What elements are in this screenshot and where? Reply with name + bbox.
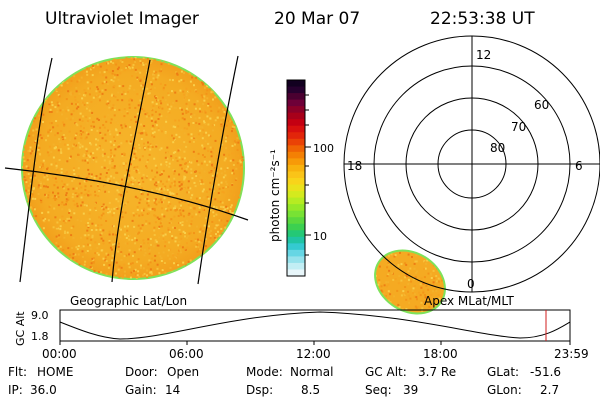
colorbar-tick-100: 100 (313, 142, 334, 155)
status-glat-value: -51.6 (530, 365, 561, 379)
polar-lat-80: 80 (490, 141, 505, 155)
status-dsp-value: 8.5 (301, 383, 320, 397)
colorbar-band (287, 145, 305, 153)
polar-lat-60: 60 (534, 98, 549, 112)
y-tick-1.8: 1.8 (31, 330, 49, 343)
apex-caption: Apex MLat/MLT (424, 294, 514, 308)
polar-mlt-18: 18 (347, 159, 362, 173)
status-gain-key: Gain: (125, 383, 157, 397)
auroral-oval (370, 246, 452, 320)
colorbar-band (287, 184, 305, 192)
colorbar-band (287, 197, 305, 205)
colorbar-unit-label: photon cm⁻²s⁻¹ (268, 149, 282, 242)
y-axis-label: GC Alt (14, 311, 27, 346)
status-mode-key: Mode: (246, 365, 283, 379)
colorbar-band (287, 204, 305, 212)
lat-lon-grid (4, 55, 249, 285)
colorbar-band (287, 132, 305, 140)
x-tick-1800: 18:00 (423, 347, 458, 361)
colorbar-band (287, 230, 305, 238)
colorbar-band (287, 164, 305, 173)
altitude-curve (59, 311, 571, 340)
instrument-title: Ultraviolet Imager (45, 9, 199, 29)
colorbar-band (287, 178, 305, 186)
polar-mlt-6: 6 (575, 159, 583, 173)
colorbar-tick-10: 10 (313, 230, 327, 243)
x-tick-0600: 06:00 (169, 347, 204, 361)
status-flt-value: HOME (37, 365, 73, 379)
status-dsp-key: Dsp: (246, 383, 273, 397)
status-mode-value: Normal (290, 365, 333, 379)
polar-mlt-12: 12 (476, 48, 491, 62)
time-label: 22:53:38 UT (430, 9, 535, 29)
colorbar-band (287, 119, 305, 127)
status-flt-key: Flt: (8, 365, 27, 379)
colorbar-band (287, 191, 305, 199)
colorbar-band (287, 217, 305, 225)
status-readout: Flt: HOME Door: Open Mode: Normal GC Alt… (8, 365, 561, 397)
colorbar-band (287, 112, 305, 120)
status-glon-key: GLon: (487, 383, 522, 397)
colorbar: 100 10 photon cm⁻²s⁻¹ (268, 79, 334, 277)
colorbar-band (287, 269, 305, 277)
x-tick-2359: 23:59 (554, 347, 589, 361)
geographic-caption: Geographic Lat/Lon (70, 294, 187, 308)
colorbar-band (287, 210, 305, 218)
colorbar-band (287, 249, 305, 257)
altitude-plot: GC Alt 9.0 1.8 00:00 06:00 12:00 18:00 2… (14, 309, 589, 361)
altitude-plot-frame (59, 309, 571, 342)
status-ip-value: 36.0 (30, 383, 57, 397)
status-glat-key: GLat: (487, 365, 519, 379)
status-gain-value: 14 (165, 383, 180, 397)
x-tick-1200: 12:00 (296, 347, 331, 361)
status-seq-key: Seq: (365, 383, 392, 397)
geographic-image (4, 55, 249, 285)
polar-mlt-0: 0 (467, 277, 475, 291)
colorbar-band (287, 256, 305, 264)
colorbar-band (287, 86, 305, 94)
colorbar-band (287, 138, 305, 146)
status-ip-key: IP: (8, 383, 23, 397)
polar-lat-70: 70 (511, 120, 526, 134)
status-door-key: Door: (125, 365, 158, 379)
status-door-value: Open (167, 365, 199, 379)
colorbar-band (287, 106, 305, 114)
colorbar-band (287, 236, 305, 244)
status-gcalt-key: GC Alt: (365, 365, 407, 379)
colorbar-band (287, 171, 305, 179)
colorbar-band (287, 262, 305, 271)
colorbar-band (287, 99, 305, 107)
colorbar-band (287, 80, 305, 88)
colorbar-band (287, 158, 305, 166)
colorbar-band (287, 151, 305, 159)
x-tick-0000: 00:00 (42, 347, 77, 361)
polar-plot: 80 70 60 12 18 6 0 (343, 35, 600, 320)
status-seq-value: 39 (403, 383, 418, 397)
colorbar-band (287, 223, 305, 231)
date-label: 20 Mar 07 (274, 9, 360, 29)
colorbar-band (287, 93, 305, 101)
colorbar-band (287, 243, 305, 251)
status-glon-value: 2.7 (540, 383, 559, 397)
status-gcalt-value: 3.7 Re (418, 365, 456, 379)
colorbar-band (287, 125, 305, 133)
y-tick-9: 9.0 (31, 309, 49, 322)
